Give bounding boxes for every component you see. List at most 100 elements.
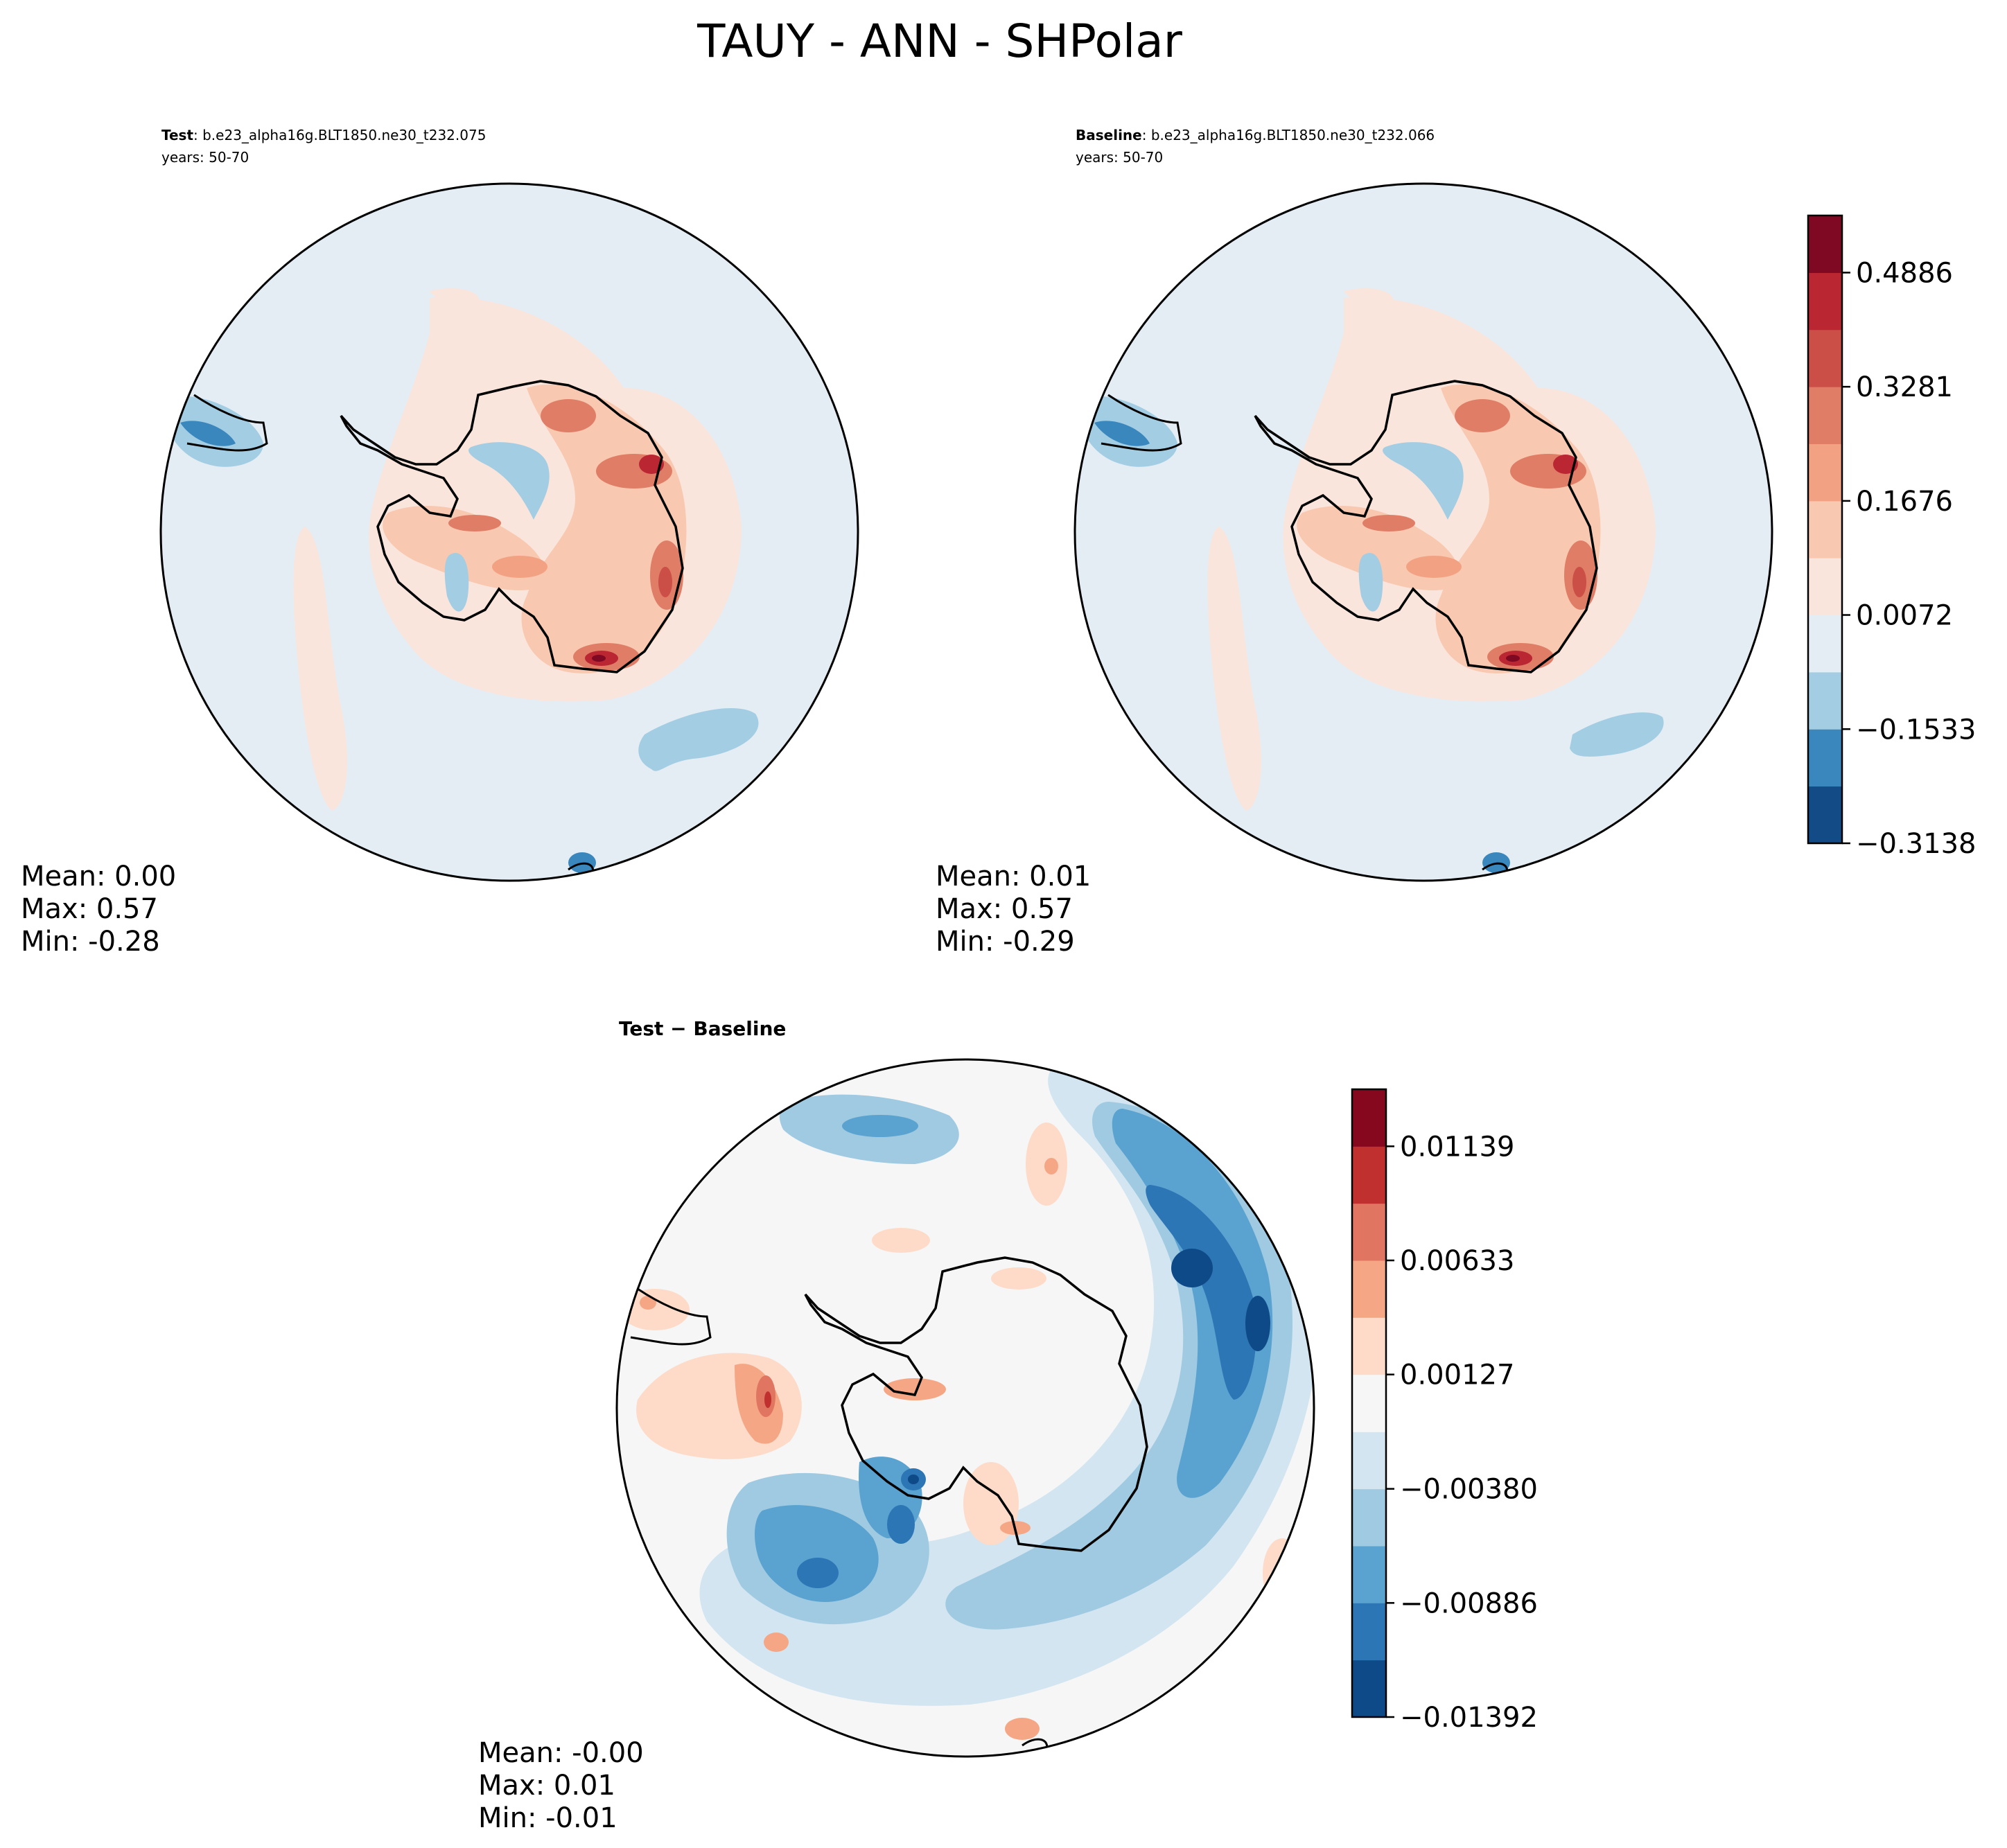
difference-map-contour [640,1296,656,1310]
difference-colorbar-band [1352,1660,1386,1718]
difference-colorbar-band [1352,1545,1386,1603]
difference-map-contour [1245,1296,1270,1351]
test-max-stat: Max: 0.57 [21,893,158,925]
difference-map-contour [1044,1158,1058,1174]
baseline-years-label: years: 50-70 [1076,149,1163,166]
test-map-contour [658,567,672,597]
baseline-map-contour [1207,527,1261,811]
difference-colorbar-band [1352,1432,1386,1490]
difference-min-stat: Min: -0.01 [478,1802,617,1834]
baseline-label-bold: Baseline [1076,127,1142,143]
difference-map-contour [842,1115,918,1137]
baseline-map-frame [1073,182,1773,882]
test-map-contour [430,288,480,308]
test-label-case: : b.e23_alpha16g.BLT1850.ne30_t232.075 [193,127,486,143]
difference-colorbar-tick-label: −0.00886 [1400,1587,1538,1619]
test-map-contour [468,442,550,520]
difference-colorbar-tick-label: −0.00380 [1400,1474,1538,1506]
baseline-map-contour [1455,399,1510,432]
test-baseline-colorbar-band [1808,215,1842,273]
test-coastline [340,380,684,674]
difference-map-contour [797,1558,839,1588]
test-baseline-colorbar: −0.3138 −0.1533 0.0072 0.1676 0.3281 0.4886 [1807,214,1976,860]
baseline-coastline [1101,394,1182,452]
difference-colorbar-tick-label: −0.01392 [1400,1702,1538,1734]
baseline-mean-stat: Mean: 0.01 [936,861,1091,892]
test-map-contour [180,421,236,446]
test-map-contour [444,553,469,612]
difference-map-contour [764,1391,771,1408]
test-label-bold: Test [161,127,193,143]
difference-max-stat: Max: 0.01 [478,1770,615,1802]
test-baseline-colorbar-band [1808,671,1842,730]
test-baseline-colorbar-tick-label: 0.4886 [1856,257,1953,289]
test-map [161,184,858,881]
difference-colorbar-band [1352,1089,1386,1147]
test-panel-label: Test: b.e23_alpha16g.BLT1850.ne30_t232.0… [161,127,486,143]
test-mean-stat: Mean: 0.00 [21,861,176,892]
test-baseline-colorbar-tick-label: 0.0072 [1856,600,1953,632]
difference-colorbar-band [1352,1146,1386,1204]
baseline-panel: Baseline: b.e23_alpha16g.BLT1850.ne30_t2… [936,127,1773,958]
test-baseline-colorbar-tick-label: −0.1533 [1856,714,1976,746]
baseline-min-stat: Min: -0.29 [936,926,1075,958]
difference-map-contour [1146,1185,1256,1400]
difference-map-contour [1112,1109,1273,1498]
baseline-map-contour [1094,421,1150,446]
test-baseline-colorbar-band [1808,615,1842,673]
test-baseline-colorbar-band [1808,500,1842,558]
difference-colorbar: −0.01392 −0.00886 −0.00380 0.00127 0.00633 0.… [1351,1088,1538,1734]
baseline-label-case: : b.e23_alpha16g.BLT1850.ne30_t232.066 [1142,127,1435,143]
test-baseline-colorbar-band [1808,387,1842,444]
test-map-frame [159,182,859,882]
test-baseline-colorbar-tick-label: 0.3281 [1856,371,1953,403]
test-baseline-colorbar-band [1808,443,1842,502]
difference-coastline [804,1256,1148,1552]
difference-panel: Test − Baseline [478,1017,1315,1834]
difference-coastline [630,1287,712,1346]
test-baseline-colorbar-band [1808,729,1842,787]
difference-panel-label: Test − Baseline [619,1017,786,1040]
test-map-contour [492,556,547,578]
test-years-label: years: 50-70 [161,149,249,166]
test-baseline-colorbar-band [1808,786,1842,844]
test-map-contour [448,515,501,531]
difference-colorbar-tick-label: 0.00633 [1400,1245,1514,1277]
difference-map-contour [620,1289,690,1330]
baseline-map-contour [1406,556,1462,578]
difference-map-contour [754,1505,879,1602]
difference-colorbar-band [1352,1317,1386,1375]
baseline-map [1075,184,1772,881]
test-map-contour [638,707,759,771]
baseline-map-contour [1383,442,1464,520]
baseline-panel-label: Baseline: b.e23_alpha16g.BLT1850.ne30_t2… [1076,127,1435,143]
difference-map-contour [764,1633,789,1652]
test-coastline [186,394,268,452]
baseline-coastline [1254,380,1598,674]
test-baseline-colorbar-band [1808,558,1842,616]
difference-colorbar-frame [1351,1088,1387,1718]
test-baseline-colorbar-tick-label: 0.1676 [1856,486,1953,518]
figure-title: TAUY - ANN - SHPolar [696,15,1183,68]
difference-mean-stat: Mean: -0.00 [478,1737,644,1769]
difference-map-contour [991,1267,1046,1290]
difference-colorbar-band [1352,1374,1386,1432]
baseline-map-contour [1362,515,1415,531]
difference-map [617,1059,1314,1757]
difference-colorbar-tick-label: 0.01139 [1400,1131,1514,1163]
difference-map-contour [872,1228,930,1253]
difference-colorbar-band [1352,1203,1386,1261]
baseline-map-contour [1358,553,1383,612]
baseline-map-contour [1344,288,1394,308]
test-map-contour [293,527,347,811]
difference-colorbar-band [1352,1603,1386,1661]
test-min-stat: Min: -0.28 [21,926,160,958]
difference-map-contour [908,1475,919,1484]
difference-map-contour [887,1505,915,1544]
test-map-contour [592,655,606,662]
difference-map-contour [884,1378,946,1400]
difference-colorbar-tick-label: 0.00127 [1400,1359,1514,1391]
difference-colorbar-band [1352,1260,1386,1318]
test-panel: Test: b.e23_alpha16g.BLT1850.ne30_t232.0… [21,127,859,958]
